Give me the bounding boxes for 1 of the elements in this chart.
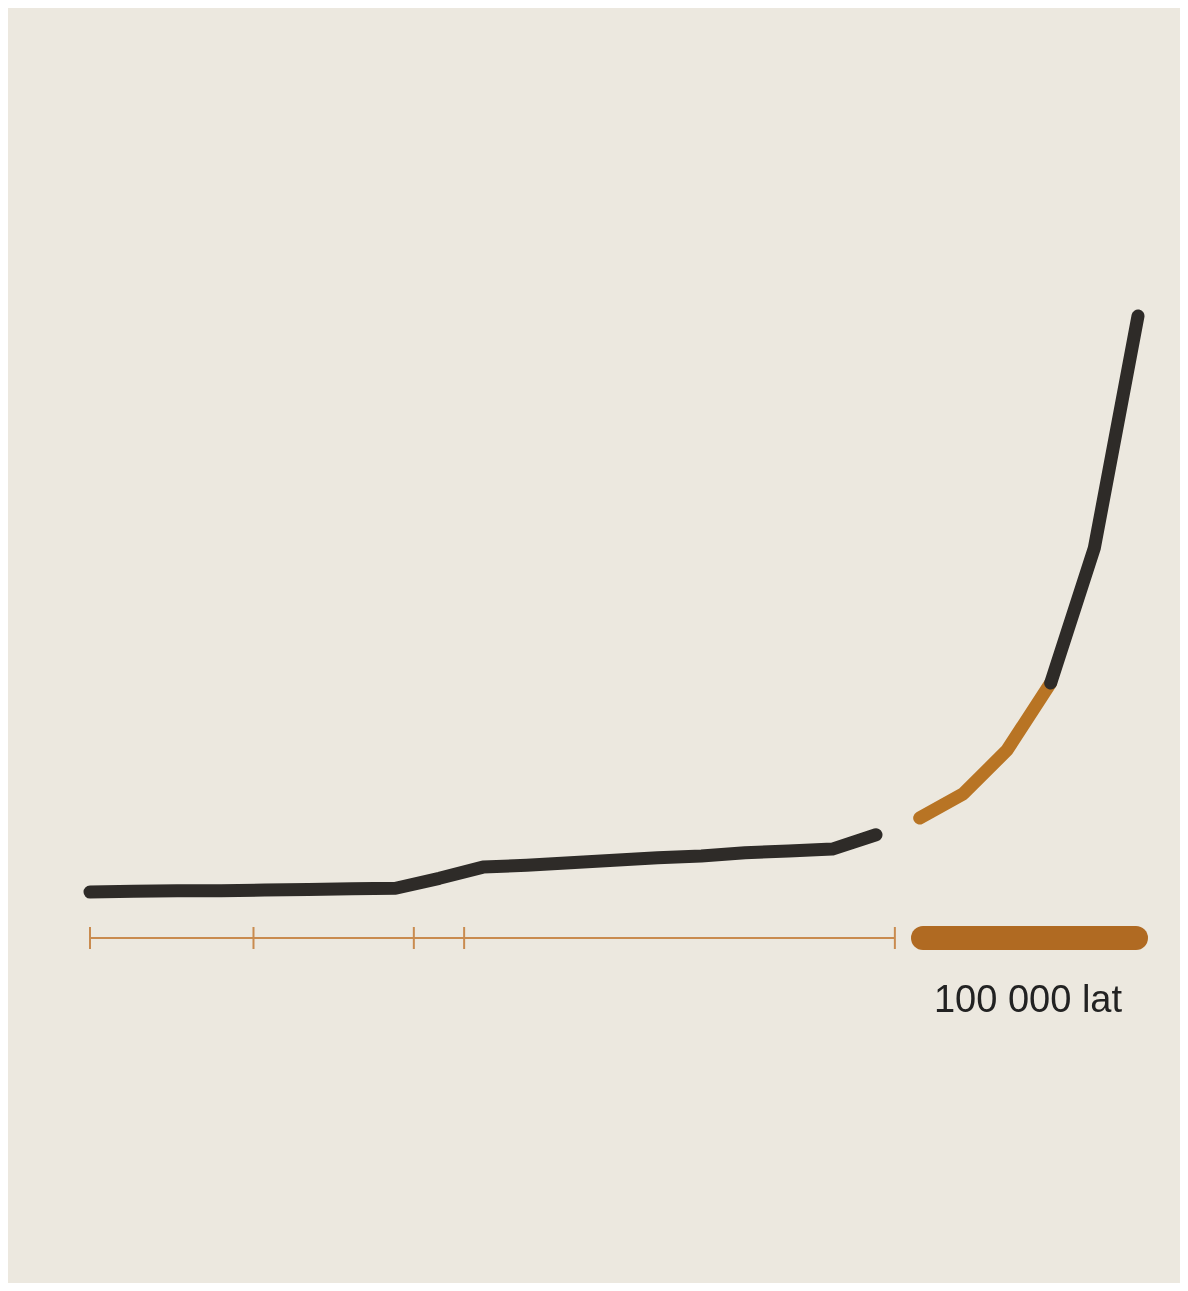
text: 100 000 lat	[933, 978, 1123, 1020]
